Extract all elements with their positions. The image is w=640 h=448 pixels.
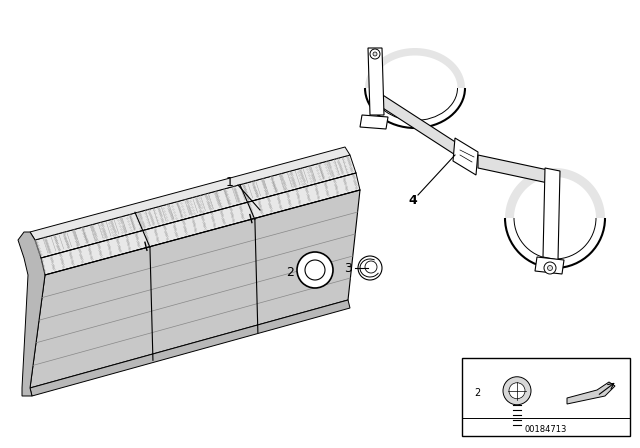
- Polygon shape: [41, 173, 360, 275]
- Polygon shape: [543, 168, 560, 260]
- Circle shape: [358, 256, 382, 280]
- Polygon shape: [35, 155, 356, 258]
- Text: 00184713: 00184713: [525, 425, 567, 434]
- Circle shape: [297, 252, 333, 288]
- Circle shape: [503, 377, 531, 405]
- Text: 3: 3: [344, 262, 352, 275]
- Circle shape: [544, 262, 556, 274]
- Polygon shape: [567, 382, 615, 404]
- Polygon shape: [368, 48, 384, 115]
- Polygon shape: [30, 190, 360, 388]
- Polygon shape: [535, 257, 564, 274]
- Circle shape: [305, 260, 325, 280]
- Polygon shape: [505, 168, 605, 218]
- Polygon shape: [30, 300, 350, 396]
- Polygon shape: [478, 155, 548, 183]
- Text: 2: 2: [474, 388, 480, 398]
- Polygon shape: [360, 115, 388, 129]
- Text: 4: 4: [408, 194, 417, 207]
- Circle shape: [547, 266, 552, 271]
- Text: 1: 1: [226, 176, 234, 189]
- Polygon shape: [18, 232, 45, 396]
- Text: 2: 2: [286, 266, 294, 279]
- Bar: [462, 358, 630, 436]
- Polygon shape: [365, 48, 465, 88]
- Polygon shape: [30, 147, 350, 240]
- Circle shape: [509, 383, 525, 399]
- Circle shape: [365, 261, 377, 273]
- Circle shape: [370, 49, 380, 59]
- Polygon shape: [375, 90, 460, 158]
- Circle shape: [373, 52, 377, 56]
- Polygon shape: [453, 138, 478, 175]
